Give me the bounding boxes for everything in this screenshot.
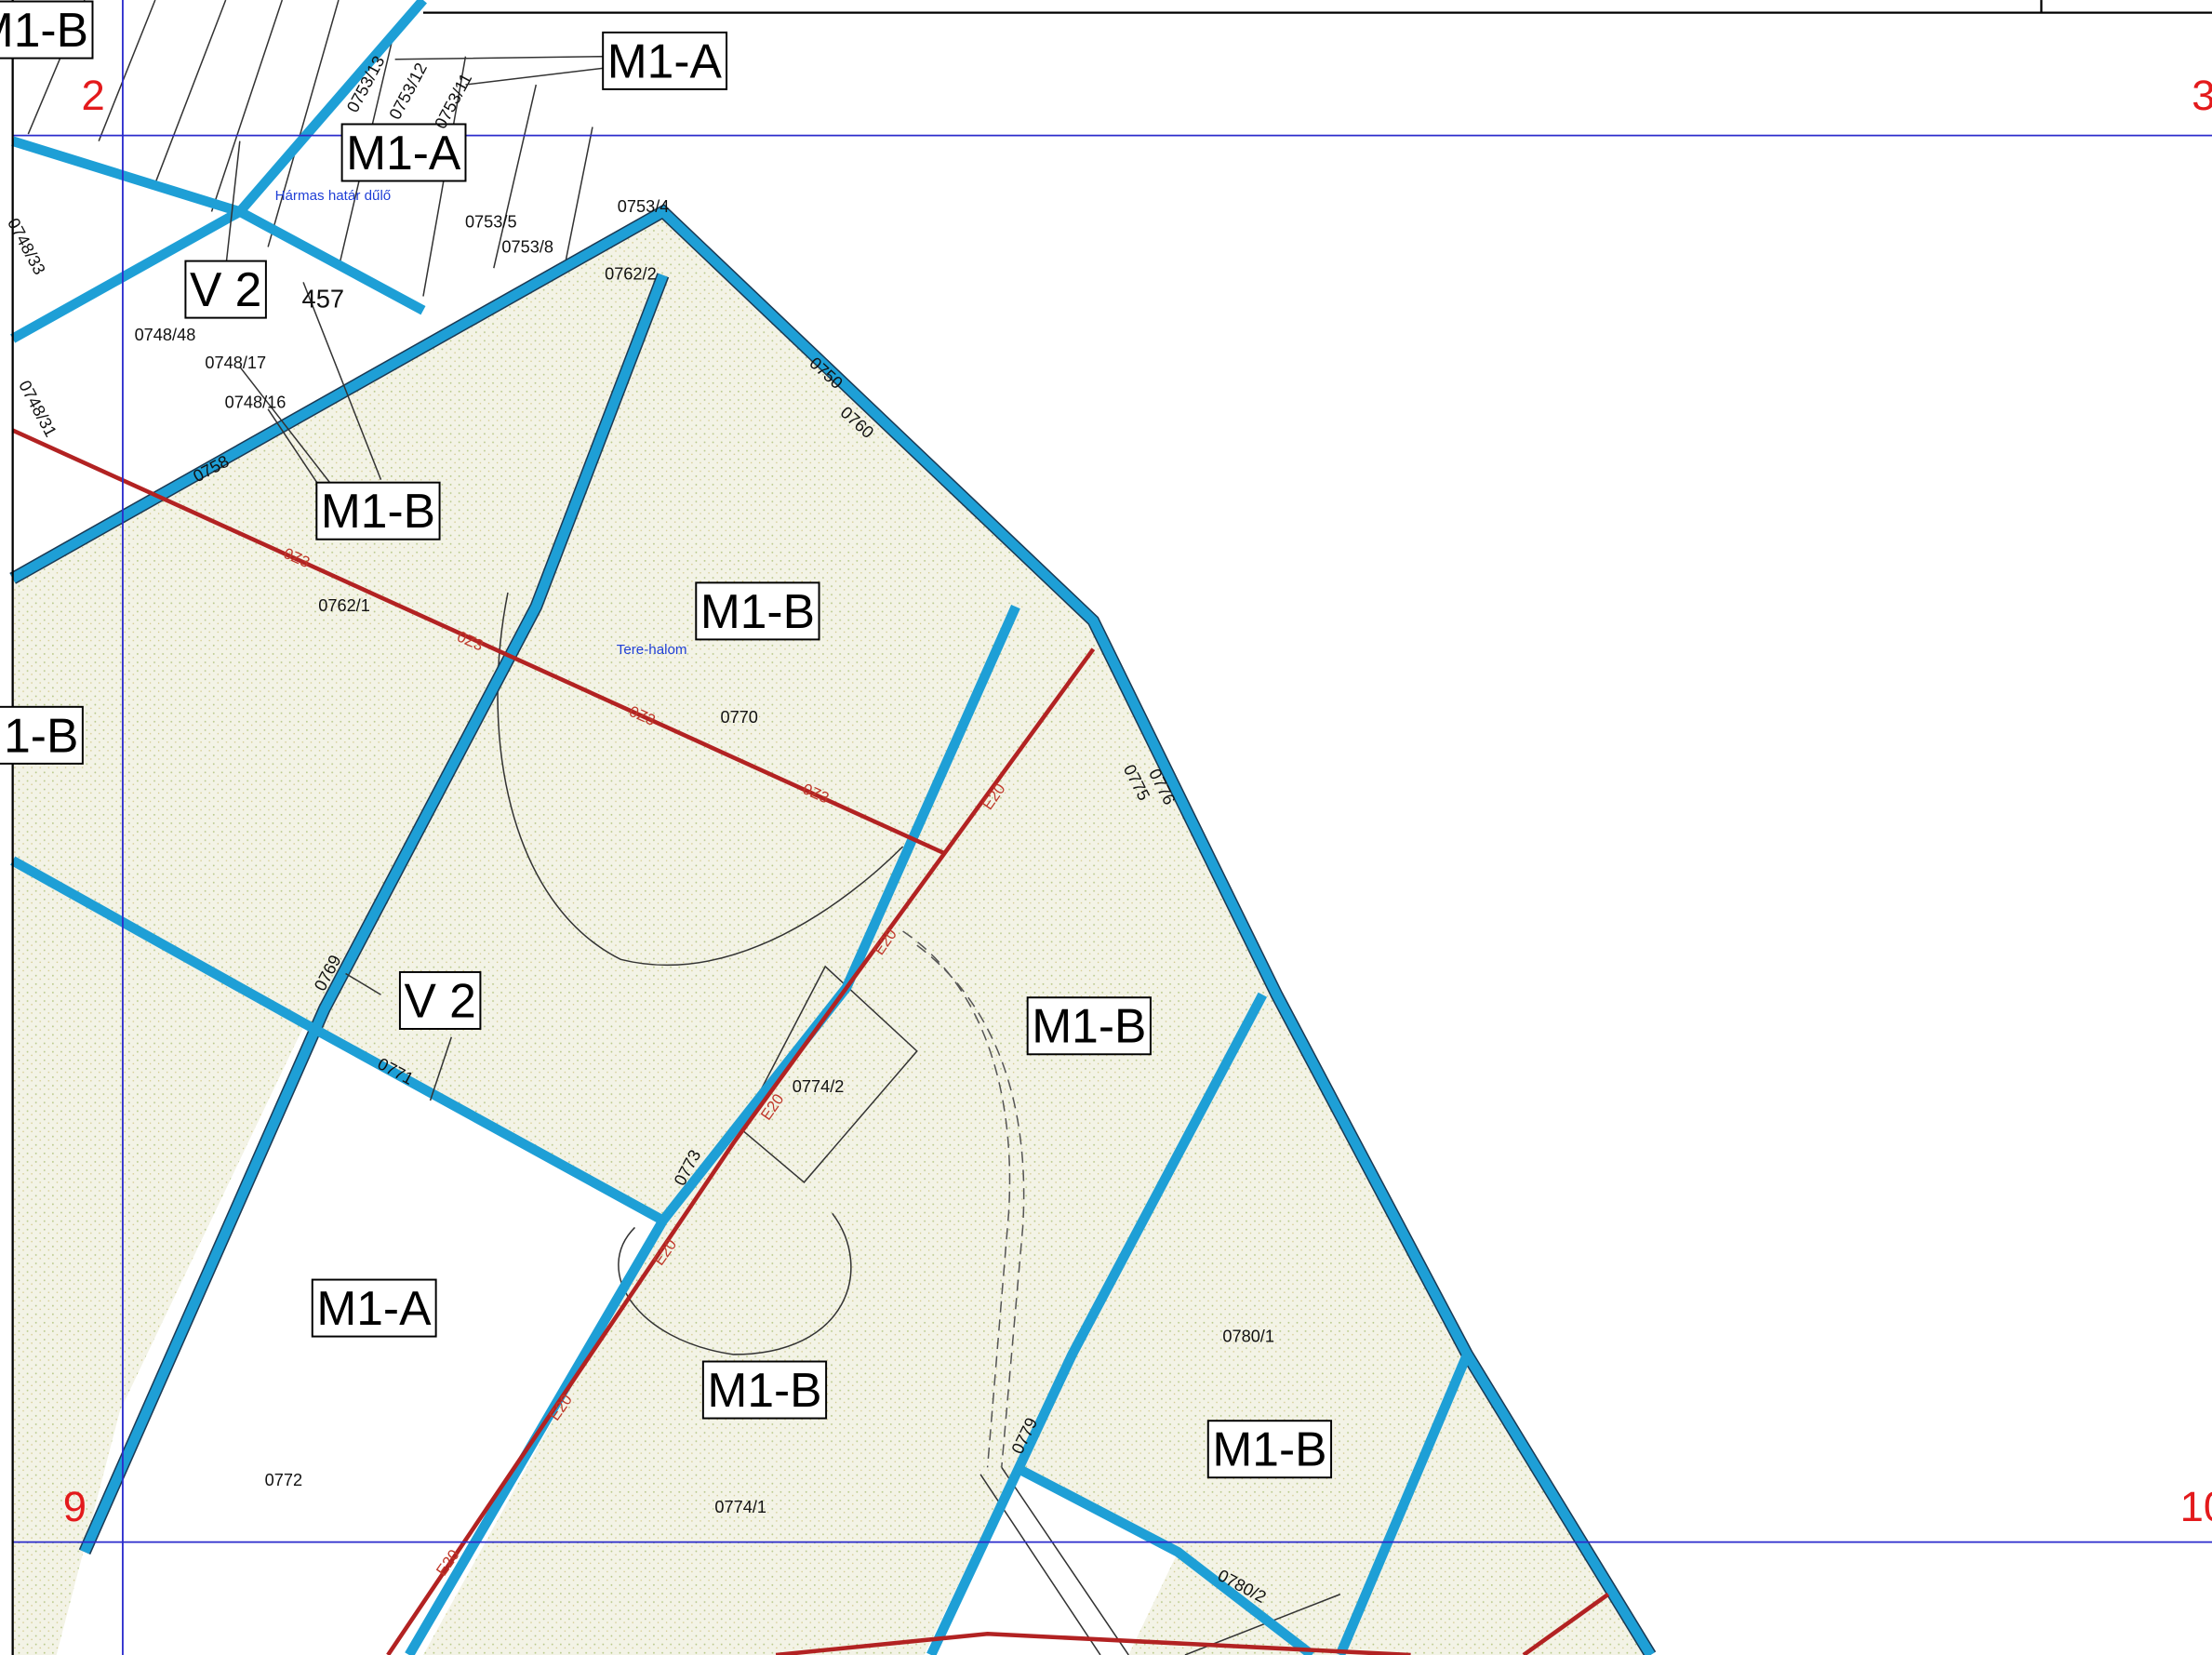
zone-label: M1-B [1212, 1422, 1326, 1476]
zone-label: M1-A [607, 33, 723, 87]
zone-label: M1-B [321, 484, 435, 538]
parcel-number: 0770 [720, 708, 757, 727]
zone-label: V 2 [404, 973, 475, 1027]
parcel-number: 0774/1 [714, 1498, 766, 1516]
zone-label: M1-B [0, 708, 78, 762]
parcel-number: 0753/8 [501, 238, 553, 257]
grid-number: 9 [63, 1483, 87, 1530]
place-name: Tere-halom [617, 642, 687, 658]
parcel-number: 0762/1 [318, 596, 370, 615]
parcel-number: 0762/2 [605, 265, 657, 284]
zone-label: M1-A [346, 126, 461, 180]
parcel-number: 0753/4 [618, 197, 670, 216]
zone-label: M1-B [700, 584, 815, 638]
parcel-number: 0748/48 [135, 326, 196, 344]
grid-number: 10 [2180, 1483, 2212, 1530]
parcel-number: 0772 [265, 1471, 302, 1489]
zone-label: V 2 [190, 262, 261, 316]
parcel-number: 0774/2 [793, 1077, 845, 1096]
zone-label: M1-B [707, 1363, 821, 1417]
parcel-number: 0753/5 [465, 212, 517, 231]
zone-label: M1-A [316, 1281, 432, 1335]
zone-label: M1-B [1032, 999, 1146, 1053]
grid-number: 2 [81, 72, 104, 119]
parcel-number: 0780/1 [1222, 1328, 1274, 1346]
page: M1-A M1-A V 2 M1-B M1-B V 2 M1-B M1-A M1… [0, 0, 2212, 1655]
parcel-number: 457 [302, 284, 345, 313]
place-name: Hármas határ dűlő [275, 188, 392, 204]
parcel-number: 0748/17 [205, 354, 266, 372]
grid-number: 3 [2192, 72, 2212, 119]
zone-label: M1-B [0, 3, 88, 57]
parcel-number: 0748/16 [225, 394, 286, 412]
zoning-map: M1-A M1-A V 2 M1-B M1-B V 2 M1-B M1-A M1… [0, 0, 2212, 1655]
